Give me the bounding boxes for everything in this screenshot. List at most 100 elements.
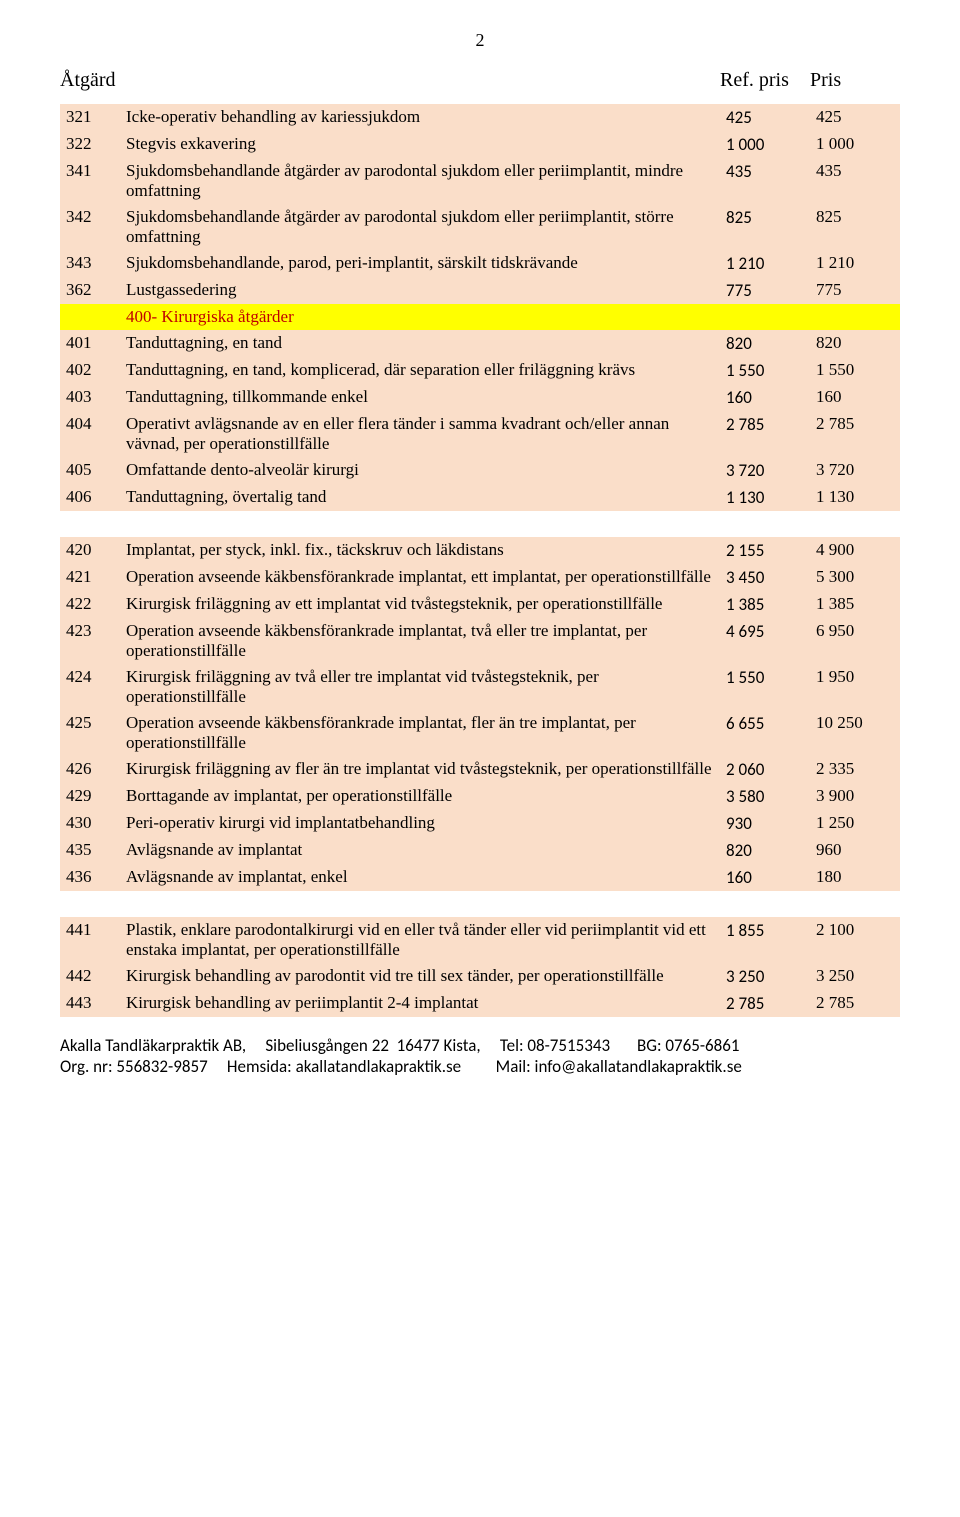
cell-pris [810, 891, 900, 917]
cell-refpris: 160 [720, 384, 810, 411]
cell-desc: 400- Kirurgiska åtgärder [120, 304, 720, 330]
cell-refpris: 1 550 [720, 664, 810, 710]
table-row: 341Sjukdomsbehandlande åtgärder av parod… [60, 158, 900, 204]
cell-desc: Implantat, per styck, inkl. fix., täcksk… [120, 537, 720, 564]
cell-code: 341 [60, 158, 120, 204]
cell-desc [120, 511, 720, 537]
cell-refpris [720, 304, 810, 330]
table-row: 425Operation avseende käkbensförankrade … [60, 710, 900, 756]
cell-desc: Stegvis exkavering [120, 131, 720, 158]
cell-pris: 820 [810, 330, 900, 357]
table-row: 362Lustgassedering775775 [60, 277, 900, 304]
cell-pris: 1 000 [810, 131, 900, 158]
cell-pris: 2 785 [810, 411, 900, 457]
cell-code [60, 304, 120, 330]
cell-desc: Tanduttagning, tillkommande enkel [120, 384, 720, 411]
cell-code: 430 [60, 810, 120, 837]
cell-pris [810, 511, 900, 537]
cell-pris: 2 335 [810, 756, 900, 783]
cell-code: 425 [60, 710, 120, 756]
cell-refpris: 3 450 [720, 564, 810, 591]
cell-refpris [720, 891, 810, 917]
cell-pris: 960 [810, 837, 900, 864]
cell-desc: Operativt avlägsnande av en eller flera … [120, 411, 720, 457]
cell-code: 424 [60, 664, 120, 710]
page-number: 2 [60, 30, 900, 51]
cell-refpris: 425 [720, 104, 810, 131]
cell-refpris: 820 [720, 837, 810, 864]
cell-code: 342 [60, 204, 120, 250]
cell-code: 406 [60, 484, 120, 511]
table-row: 420Implantat, per styck, inkl. fix., täc… [60, 537, 900, 564]
table-row: 406Tanduttagning, övertalig tand1 1301 1… [60, 484, 900, 511]
cell-desc: Kirurgisk friläggning av fler än tre imp… [120, 756, 720, 783]
cell-refpris: 1 855 [720, 917, 810, 963]
cell-code: 322 [60, 131, 120, 158]
cell-desc: Avlägsnande av implantat [120, 837, 720, 864]
cell-desc: Tanduttagning, övertalig tand [120, 484, 720, 511]
cell-pris: 1 385 [810, 591, 900, 618]
cell-pris: 180 [810, 864, 900, 891]
cell-pris: 1 550 [810, 357, 900, 384]
cell-refpris: 2 785 [720, 990, 810, 1017]
cell-desc: Icke-operativ behandling av kariessjukdo… [120, 104, 720, 131]
cell-code: 421 [60, 564, 120, 591]
table-row: 401Tanduttagning, en tand820820 [60, 330, 900, 357]
cell-code: 401 [60, 330, 120, 357]
table-row: 404Operativt avlägsnande av en eller fle… [60, 411, 900, 457]
cell-pris: 825 [810, 204, 900, 250]
cell-refpris: 775 [720, 277, 810, 304]
table-row: 400- Kirurgiska åtgärder [60, 304, 900, 330]
cell-refpris [720, 511, 810, 537]
cell-code [60, 511, 120, 537]
header-refpris: Ref. pris [720, 69, 810, 92]
cell-pris: 3 900 [810, 783, 900, 810]
footer: Akalla Tandläkarpraktik AB, Sibeliusgång… [60, 1035, 900, 1077]
cell-code: 402 [60, 357, 120, 384]
cell-code: 429 [60, 783, 120, 810]
table-row: 424Kirurgisk friläggning av två eller tr… [60, 664, 900, 710]
cell-pris: 2 100 [810, 917, 900, 963]
cell-pris: 3 250 [810, 963, 900, 990]
cell-refpris: 3 580 [720, 783, 810, 810]
cell-desc: Sjukdomsbehandlande, parod, peri-implant… [120, 250, 720, 277]
cell-desc: Operation avseende käkbensförankrade imp… [120, 564, 720, 591]
cell-code: 420 [60, 537, 120, 564]
cell-code: 343 [60, 250, 120, 277]
table-row: 405Omfattande dento-alveolär kirurgi 3 72… [60, 457, 900, 484]
table-row: 430Peri-operativ kirurgi vid implantatbe… [60, 810, 900, 837]
cell-refpris: 160 [720, 864, 810, 891]
table-row: 402Tanduttagning, en tand, komplicerad, … [60, 357, 900, 384]
header-pris: Pris [810, 69, 900, 92]
table-row: 426Kirurgisk friläggning av fler än tre … [60, 756, 900, 783]
table-row: 322Stegvis exkavering1 0001 000 [60, 131, 900, 158]
cell-code: 405 [60, 457, 120, 484]
cell-pris: 6 950 [810, 618, 900, 664]
cell-pris: 5 300 [810, 564, 900, 591]
cell-code: 321 [60, 104, 120, 131]
cell-code: 403 [60, 384, 120, 411]
cell-pris: 1 210 [810, 250, 900, 277]
cell-code: 422 [60, 591, 120, 618]
cell-refpris: 4 695 [720, 618, 810, 664]
cell-desc: Operation avseende käkbensförankrade imp… [120, 618, 720, 664]
table-row: 441Plastik, enklare parodontalkirurgi vi… [60, 917, 900, 963]
header-atgard: Åtgärd [60, 69, 130, 92]
cell-desc: Sjukdomsbehandlande åtgärder av parodont… [120, 204, 720, 250]
cell-pris: 160 [810, 384, 900, 411]
table-row: 321Icke-operativ behandling av kariessju… [60, 104, 900, 131]
cell-desc: Kirurgisk friläggning av ett implantat v… [120, 591, 720, 618]
table-row: 422Kirurgisk friläggning av ett implanta… [60, 591, 900, 618]
table-row: 421Operation avseende käkbensförankrade … [60, 564, 900, 591]
cell-desc: Lustgassedering [120, 277, 720, 304]
cell-pris: 425 [810, 104, 900, 131]
cell-refpris: 2 155 [720, 537, 810, 564]
table-row: 429Borttagande av implantat, per operati… [60, 783, 900, 810]
cell-desc: Omfattande dento-alveolär kirurgi [120, 457, 720, 484]
table-row: 423Operation avseende käkbensförankrade … [60, 618, 900, 664]
table-row: 403Tanduttagning, tillkommande enkel1601… [60, 384, 900, 411]
footer-line-2: Org. nr: 556832-9857 Hemsida: akallatand… [60, 1056, 900, 1077]
cell-code [60, 891, 120, 917]
cell-pris: 3 720 [810, 457, 900, 484]
cell-code: 404 [60, 411, 120, 457]
